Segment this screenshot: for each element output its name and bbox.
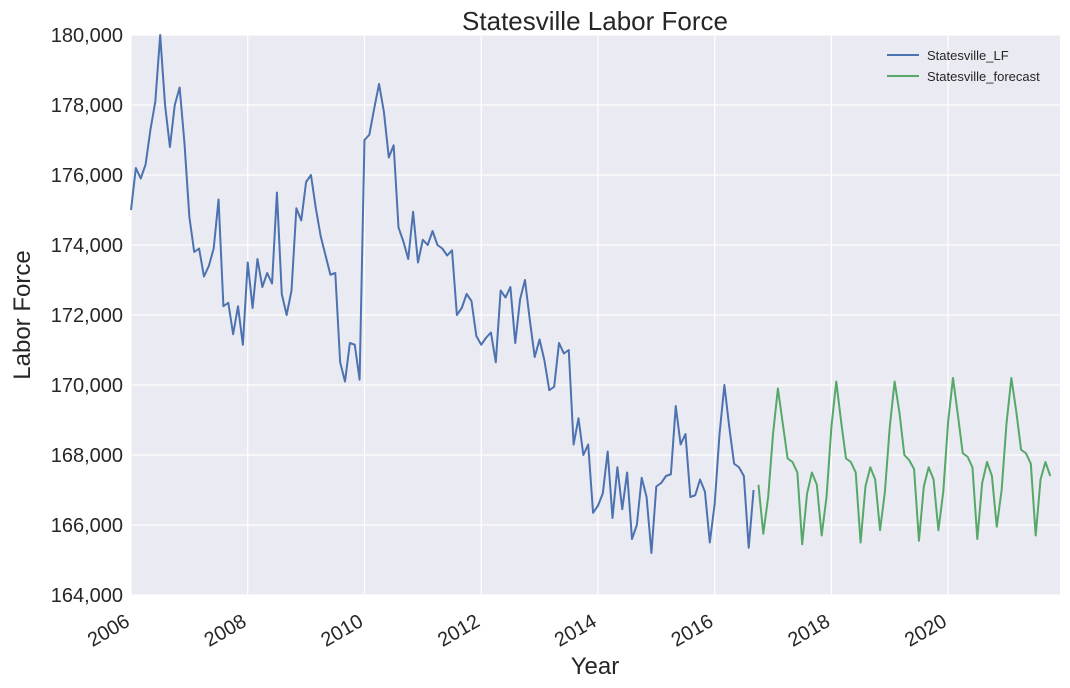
y-tick-label: 180,000: [51, 25, 123, 47]
series-lines: [130, 34, 1052, 554]
x-tick-label: 2010: [317, 610, 367, 651]
x-tick-label: 2008: [201, 610, 251, 651]
x-tick-label: 2012: [434, 610, 484, 651]
x-axis-label: Year: [571, 653, 620, 680]
y-tick-label: 172,000: [51, 305, 123, 327]
y-axis-ticks: 164,000 166,000 168,000 170,000 172,000 174,0…: [51, 25, 123, 607]
legend-label-statesville-lf: Statesville_LF: [927, 48, 1009, 63]
y-tick-label: 164,000: [51, 585, 123, 607]
y-tick-label: 166,000: [51, 515, 123, 537]
y-tick-label: 178,000: [51, 95, 123, 117]
y-axis-label: Labor Force: [9, 250, 36, 379]
y-tick-label: 168,000: [51, 445, 123, 467]
legend-label-statesville-forecast: Statesville_forecast: [927, 69, 1040, 84]
y-tick-label: 176,000: [51, 165, 123, 187]
series-line-statesville-lf: [130, 34, 755, 554]
y-tick-label: 170,000: [51, 375, 123, 397]
x-axis-ticks: 2006 2008 2010 2012 2014 2016 2018 2020: [84, 610, 951, 651]
series-line-statesville-forecast: [757, 377, 1052, 546]
x-tick-label: 2014: [551, 610, 601, 651]
x-tick-label: 2018: [784, 610, 834, 651]
legend: Statesville_LF Statesville_forecast: [887, 48, 1040, 84]
x-tick-label: 2006: [84, 610, 134, 651]
x-tick-label: 2020: [901, 610, 951, 651]
y-tick-label: 174,000: [51, 235, 123, 257]
grid-lines: [130, 34, 1060, 596]
chart-title: Statesville Labor Force: [462, 6, 728, 36]
x-tick-label: 2016: [668, 610, 718, 651]
